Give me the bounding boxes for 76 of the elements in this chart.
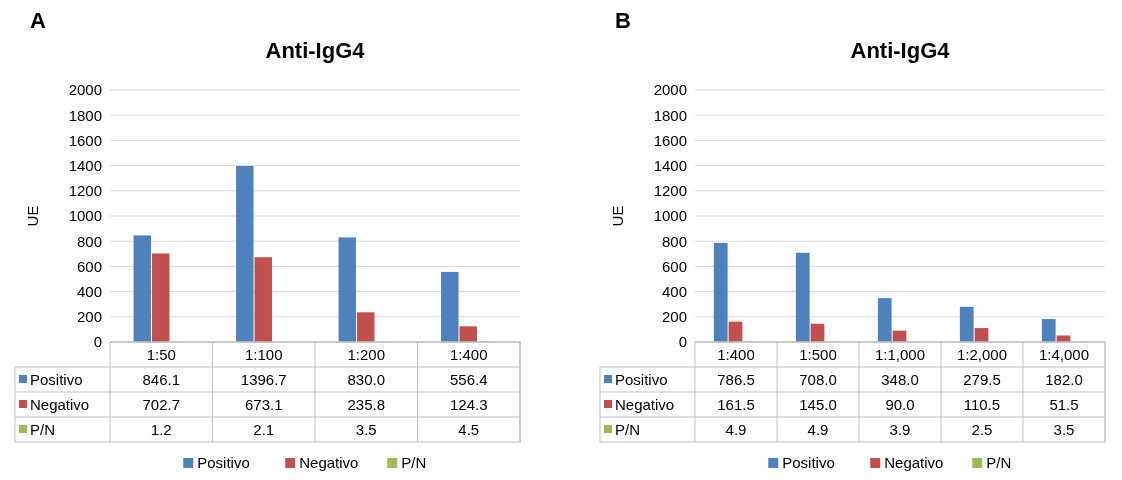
text: A xyxy=(30,8,46,33)
x-tick-label: 1:500 xyxy=(799,346,837,363)
y-tick-label: 1600 xyxy=(68,131,102,149)
y-tick-label: 800 xyxy=(661,232,687,250)
text: Positivo xyxy=(782,454,835,471)
data-label: 182.0 xyxy=(1045,371,1083,388)
data-label: 556.4 xyxy=(449,371,488,388)
y-tick-label: 200 xyxy=(661,308,687,326)
x-tick-label: 1:50 xyxy=(146,346,176,363)
chart-title: Anti-IgG4 xyxy=(850,38,951,63)
legend-label: Negativo xyxy=(615,396,675,413)
data-label: 3.5 xyxy=(1053,421,1075,438)
data-label: 2.1 xyxy=(253,421,275,438)
text: Negativo xyxy=(884,454,944,471)
x-tick-label: 1:4,000 xyxy=(1038,346,1090,363)
data-label: 1396.7 xyxy=(240,371,287,388)
data-label: 348.0 xyxy=(881,371,919,388)
data-label: 4.9 xyxy=(807,421,829,438)
data-label: 90.0 xyxy=(885,396,915,413)
chart-title: Anti-IgG4 xyxy=(265,38,366,63)
text: Positivo xyxy=(197,454,250,471)
data-label: 4.5 xyxy=(458,421,480,438)
data-label: 3.9 xyxy=(889,421,911,438)
legend-label: Positivo xyxy=(30,371,83,388)
y-tick-label: 1000 xyxy=(653,207,687,225)
y-tick-label: 1000 xyxy=(68,207,102,225)
y-tick-label: 0 xyxy=(678,333,687,351)
y-axis-title: UE xyxy=(24,205,41,227)
legend-label: P/N xyxy=(401,454,427,471)
y-tick-label: 1400 xyxy=(68,156,102,174)
y-tick-label: 1800 xyxy=(653,106,687,124)
legend-label: Positivo xyxy=(615,371,668,388)
text: P/N xyxy=(30,421,56,438)
y-tick-label: 400 xyxy=(661,282,687,300)
y-tick-label: 1200 xyxy=(68,182,102,200)
y-tick-label: 1400 xyxy=(653,156,687,174)
y-tick-label: 1600 xyxy=(653,131,687,149)
x-tick-label: 1:1,000 xyxy=(874,346,926,363)
y-tick-label: 800 xyxy=(76,232,102,250)
text: B xyxy=(615,8,631,33)
y-tick-label: 0 xyxy=(93,333,102,351)
data-label: 846.1 xyxy=(142,371,181,388)
y-tick-label: 2000 xyxy=(68,81,102,99)
y-tick-label: 2000 xyxy=(653,81,687,99)
data-label: 161.5 xyxy=(717,396,755,413)
x-tick-label: 1:400 xyxy=(449,346,488,363)
y-tick-label: 600 xyxy=(661,257,687,275)
x-tick-label: 1:200 xyxy=(347,346,386,363)
text: Negativo xyxy=(299,454,359,471)
y-tick-label: 1200 xyxy=(653,182,687,200)
text: P/N xyxy=(615,421,641,438)
data-label: 279.5 xyxy=(963,371,1001,388)
data-label: 51.5 xyxy=(1049,396,1079,413)
legend-label: Negativo xyxy=(30,396,90,413)
data-label: 708.0 xyxy=(799,371,837,388)
data-label: 2.5 xyxy=(971,421,993,438)
x-tick-label: 1:100 xyxy=(244,346,283,363)
data-label: 786.5 xyxy=(717,371,755,388)
y-tick-label: 600 xyxy=(76,257,102,275)
y-axis-title: UE xyxy=(609,205,626,227)
data-label: 4.9 xyxy=(725,421,747,438)
data-label: 1.2 xyxy=(150,421,172,438)
y-tick-label: 200 xyxy=(76,308,102,326)
x-tick-label: 1:400 xyxy=(717,346,755,363)
data-label: 830.0 xyxy=(347,371,386,388)
data-label: 124.3 xyxy=(449,396,488,413)
data-label: 110.5 xyxy=(963,396,1001,413)
y-tick-label: 400 xyxy=(76,282,102,300)
data-label: 673.1 xyxy=(244,396,283,413)
legend-label: P/N xyxy=(986,454,1012,471)
data-label: 145.0 xyxy=(799,396,837,413)
x-tick-label: 1:2,000 xyxy=(956,346,1008,363)
y-tick-label: 1800 xyxy=(68,106,102,124)
data-label: 235.8 xyxy=(347,396,386,413)
data-label: 702.7 xyxy=(142,396,181,413)
data-label: 3.5 xyxy=(355,421,377,438)
